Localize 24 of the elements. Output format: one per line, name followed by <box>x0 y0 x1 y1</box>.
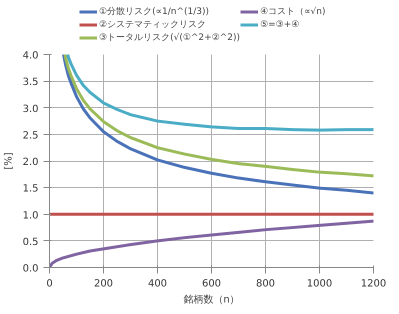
legend-label: ②システマティックリスク <box>99 19 206 31</box>
legend-label: ④コスト（∝√n) <box>260 6 326 18</box>
y-tick-label: 4.0 <box>22 50 39 62</box>
x-tick-label: 600 <box>202 278 222 290</box>
x-tick-label: 200 <box>94 278 114 290</box>
y-tick-label: 1.0 <box>22 210 39 222</box>
y-tick-label: 3.0 <box>22 104 39 115</box>
y-tick-label: 2.5 <box>22 130 39 142</box>
x-tick-label: 1000 <box>306 278 332 290</box>
legend-label: ③トータルリスク(√(①^2+②^2)) <box>99 32 240 44</box>
x-tick-label: 800 <box>256 278 276 290</box>
x-tick-label: 1200 <box>360 278 386 290</box>
y-tick-label: 1.5 <box>22 184 39 195</box>
x-tick-label: 0 <box>46 278 53 290</box>
legend-label: ⑤=③+④ <box>260 20 300 30</box>
line-series <box>66 54 374 132</box>
x-tick-label: 400 <box>148 278 168 290</box>
y-tick-label: 3.5 <box>22 77 39 88</box>
x-axis-title: 銘柄数（n） <box>183 294 240 306</box>
y-tick-label: 0.0 <box>22 264 39 274</box>
y-tick-label: 0.5 <box>22 236 39 248</box>
y-tick-label: 2.0 <box>22 157 39 168</box>
legend-label: ①分散リスク(∝1/n^(1/3)) <box>99 6 210 18</box>
y-axis-title: [%] <box>4 152 15 170</box>
